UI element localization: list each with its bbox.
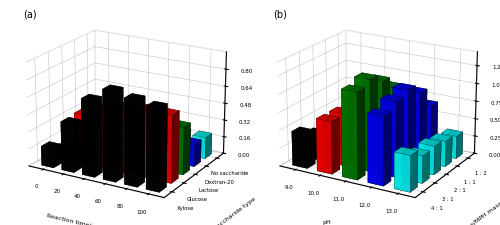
Y-axis label: Saccharide type: Saccharide type: [214, 196, 257, 225]
X-axis label: pH: pH: [323, 219, 332, 224]
Y-axis label: Xylose/MPH mass ratio: Xylose/MPH mass ratio: [456, 190, 500, 225]
X-axis label: Reaction time(min): Reaction time(min): [46, 212, 106, 225]
Text: (b): (b): [274, 10, 287, 20]
Text: (a): (a): [22, 10, 36, 20]
